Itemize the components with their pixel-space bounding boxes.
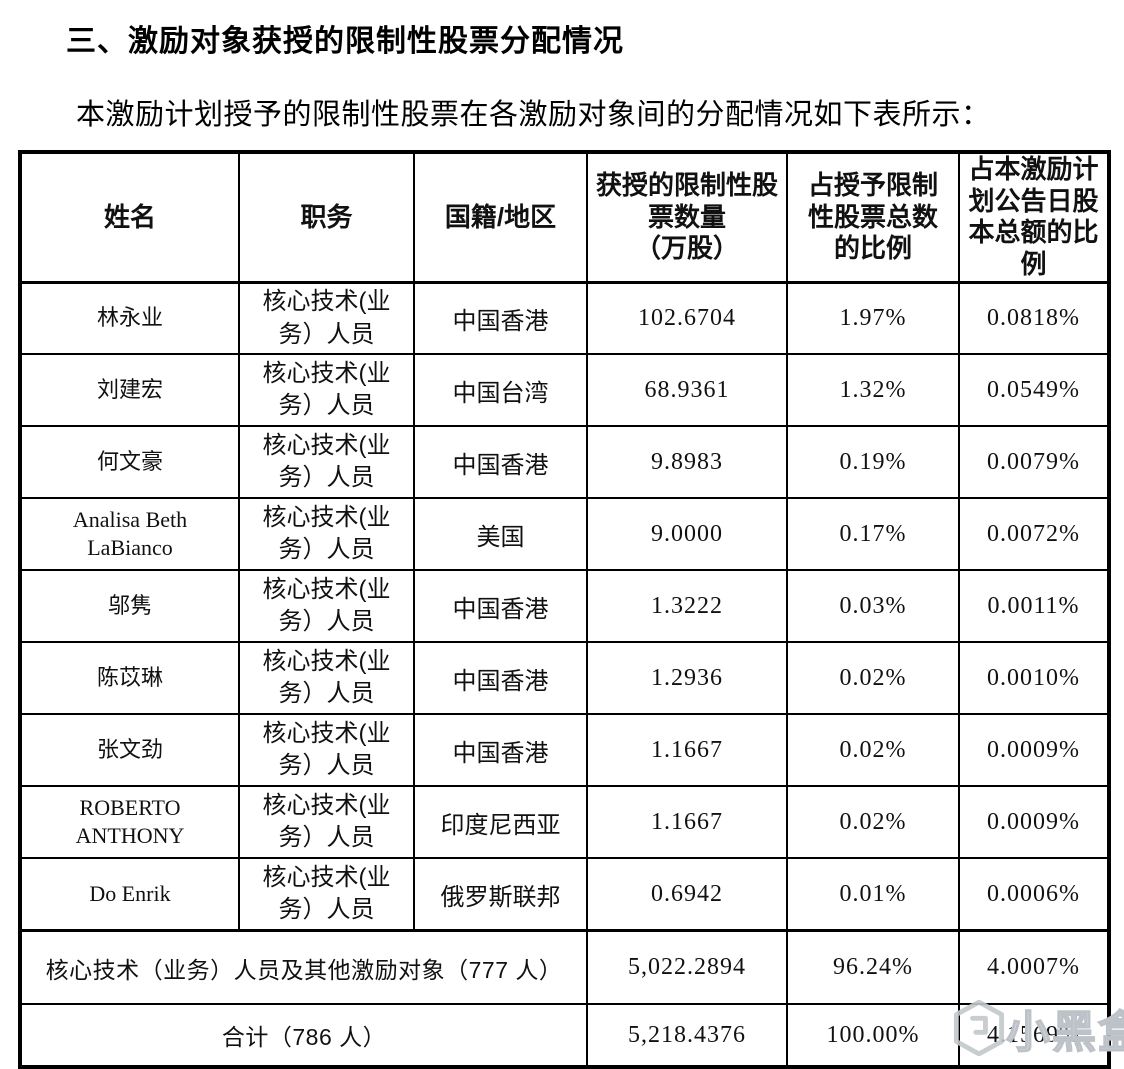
region-cell: 印度尼西亚 <box>413 785 588 860</box>
pct-granted-cell: 0.03% <box>786 569 960 644</box>
region-cell: 俄罗斯联邦 <box>413 857 588 932</box>
table-row: 邬隽 核心技术(业务）人员 中国香港 1.3222 0.03% 0.0011% <box>19 569 1110 644</box>
pct-capital-cell: 0.0006% <box>958 857 1110 932</box>
pct-capital-cell: 0.0009% <box>958 785 1110 860</box>
position-cell: 核心技术(业务）人员 <box>238 353 415 428</box>
region-cell: 中国香港 <box>413 425 588 500</box>
shares-cell: 1.2936 <box>586 641 788 716</box>
header-shares: 获授的限制性股 票数量 （万股） <box>586 150 788 284</box>
shares-cell: 0.6942 <box>586 857 788 932</box>
position-cell: 核心技术(业务）人员 <box>238 569 415 644</box>
table-row: 林永业 核心技术(业务）人员 中国香港 102.6704 1.97% 0.081… <box>19 281 1110 356</box>
header-pct-capital: 占本激励计 划公告日股 本总额的比 例 <box>958 150 1110 284</box>
table-row: 何文豪 核心技术(业务）人员 中国香港 9.8983 0.19% 0.0079% <box>19 425 1110 500</box>
shares-cell: 9.8983 <box>586 425 788 500</box>
shares-cell: 1.3222 <box>586 569 788 644</box>
pct-capital-cell: 0.0549% <box>958 353 1110 428</box>
name-cell: 何文豪 <box>19 425 240 500</box>
pct-granted-cell: 100.00% <box>786 1003 960 1069</box>
region-cell: 中国台湾 <box>413 353 588 428</box>
name-cell: 邬隽 <box>19 569 240 644</box>
shares-cell: 5,218.4376 <box>586 1003 788 1069</box>
name-cell: 陈苡琳 <box>19 641 240 716</box>
header-name: 姓名 <box>19 150 240 284</box>
pct-granted-cell: 0.02% <box>786 785 960 860</box>
total-label-cell: 合计（786 人） <box>19 1003 588 1069</box>
table-row: 张文劲 核心技术(业务）人员 中国香港 1.1667 0.02% 0.0009% <box>19 713 1110 788</box>
region-cell: 中国香港 <box>413 641 588 716</box>
position-cell: 核心技术(业务）人员 <box>238 857 415 932</box>
pct-capital-cell: 0.0009% <box>958 713 1110 788</box>
shares-cell: 1.1667 <box>586 785 788 860</box>
pct-capital-cell: 0.0011% <box>958 569 1110 644</box>
pct-granted-cell: 96.24% <box>786 928 960 1006</box>
table-row: 刘建宏 核心技术(业务）人员 中国台湾 68.9361 1.32% 0.0549… <box>19 353 1110 428</box>
name-cell: 林永业 <box>19 281 240 356</box>
header-position: 职务 <box>238 150 415 284</box>
header-region: 国籍/地区 <box>413 150 588 284</box>
pct-capital-cell: 4.1569% <box>958 1003 1110 1069</box>
region-cell: 中国香港 <box>413 281 588 356</box>
position-cell: 核心技术(业务）人员 <box>238 713 415 788</box>
name-cell: 张文劲 <box>19 713 240 788</box>
section-heading: 三、激励对象获授的限制性股票分配情况 <box>66 25 624 58</box>
shares-cell: 68.9361 <box>586 353 788 428</box>
name-cell: 刘建宏 <box>19 353 240 428</box>
document-page: 三、激励对象获授的限制性股票分配情况 本激励计划授予的限制性股票在各激励对象间的… <box>0 16 1124 1069</box>
table-row: Analisa Beth LaBianco 核心技术(业务）人员 美国 9.00… <box>19 497 1110 572</box>
name-cell: ROBERTO ANTHONY <box>19 785 240 860</box>
table-row: Do Enrik 核心技术(业务）人员 俄罗斯联邦 0.6942 0.01% 0… <box>19 857 1110 932</box>
allocation-table: 姓名 职务 国籍/地区 获授的限制性股 票数量 （万股） 占授予限制 性股票总数… <box>18 150 1111 1069</box>
shares-cell: 5,022.2894 <box>586 928 788 1006</box>
intro-paragraph: 本激励计划授予的限制性股票在各激励对象间的分配情况如下表所示： <box>76 99 991 131</box>
table-row: ROBERTO ANTHONY 核心技术(业务）人员 印度尼西亚 1.1667 … <box>19 785 1110 860</box>
pct-capital-cell: 0.0818% <box>958 281 1110 356</box>
pct-granted-cell: 1.97% <box>786 281 960 356</box>
name-cell: Do Enrik <box>19 857 240 932</box>
summary-row: 核心技术（业务）人员及其他激励对象（777 人） 5,022.2894 96.2… <box>19 928 1110 1006</box>
position-cell: 核心技术(业务）人员 <box>238 785 415 860</box>
position-cell: 核心技术(业务）人员 <box>238 281 415 356</box>
shares-cell: 102.6704 <box>586 281 788 356</box>
pct-granted-cell: 0.02% <box>786 713 960 788</box>
pct-capital-cell: 0.0072% <box>958 497 1110 572</box>
header-row: 姓名 职务 国籍/地区 获授的限制性股 票数量 （万股） 占授予限制 性股票总数… <box>19 150 1110 284</box>
table-row: 陈苡琳 核心技术(业务）人员 中国香港 1.2936 0.02% 0.0010% <box>19 641 1110 716</box>
pct-capital-cell: 0.0010% <box>958 641 1110 716</box>
pct-granted-cell: 0.19% <box>786 425 960 500</box>
pct-capital-cell: 0.0079% <box>958 425 1110 500</box>
position-cell: 核心技术(业务）人员 <box>238 641 415 716</box>
pct-capital-cell: 4.0007% <box>958 928 1110 1006</box>
total-row: 合计（786 人） 5,218.4376 100.00% 4.1569% <box>19 1003 1110 1069</box>
region-cell: 中国香港 <box>413 569 588 644</box>
pct-granted-cell: 0.17% <box>786 497 960 572</box>
shares-cell: 1.1667 <box>586 713 788 788</box>
pct-granted-cell: 1.32% <box>786 353 960 428</box>
name-cell: Analisa Beth LaBianco <box>19 497 240 572</box>
position-cell: 核心技术(业务）人员 <box>238 425 415 500</box>
pct-granted-cell: 0.01% <box>786 857 960 932</box>
header-pct-granted: 占授予限制 性股票总数 的比例 <box>786 150 960 284</box>
pct-granted-cell: 0.02% <box>786 641 960 716</box>
summary-label-cell: 核心技术（业务）人员及其他激励对象（777 人） <box>19 928 588 1006</box>
shares-cell: 9.0000 <box>586 497 788 572</box>
region-cell: 美国 <box>413 497 588 572</box>
position-cell: 核心技术(业务）人员 <box>238 497 415 572</box>
region-cell: 中国香港 <box>413 713 588 788</box>
